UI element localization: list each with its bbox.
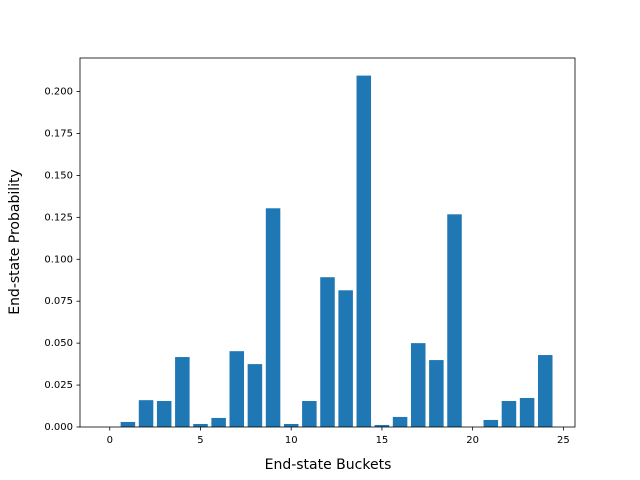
bar [483,419,499,427]
bar [356,75,372,428]
y-tick-label: 0.025 [44,380,73,391]
y-tick-label: 0.150 [44,170,73,181]
x-tick-label: 25 [557,435,570,446]
y-tick-label: 0.000 [44,422,73,433]
bar [392,416,408,427]
bar [211,417,226,427]
bar [338,290,353,427]
bar [302,401,317,427]
bar [193,423,208,427]
y-axis-title: End-state Probability [7,169,23,315]
y-tick-label: 0.050 [44,338,73,349]
y-tick-label: 0.175 [44,128,73,139]
bar [320,277,335,427]
bar [374,424,390,427]
bar [120,421,136,427]
bar [265,208,281,427]
x-tick-label: 0 [107,435,113,446]
x-axis-title: End-state Buckets [265,457,392,473]
bar [138,400,154,427]
bar [156,401,172,427]
y-tick-label: 0.100 [44,254,73,265]
bar [429,360,444,427]
y-tick-label: 0.075 [44,296,73,307]
bar [447,214,462,427]
bar [537,355,553,427]
y-tick-label: 0.125 [44,212,73,223]
bar [519,397,535,427]
bar [247,364,263,427]
x-tick-label: 10 [285,435,298,446]
plot-frame [79,57,576,428]
x-tick-label: 20 [466,435,479,446]
bar [175,357,190,427]
x-tick-label: 5 [197,435,203,446]
bar [229,351,245,427]
y-tick-label: 0.200 [44,87,73,98]
bar [501,401,517,427]
bar [410,343,426,427]
bar [283,423,299,427]
x-tick-label: 15 [376,435,389,446]
